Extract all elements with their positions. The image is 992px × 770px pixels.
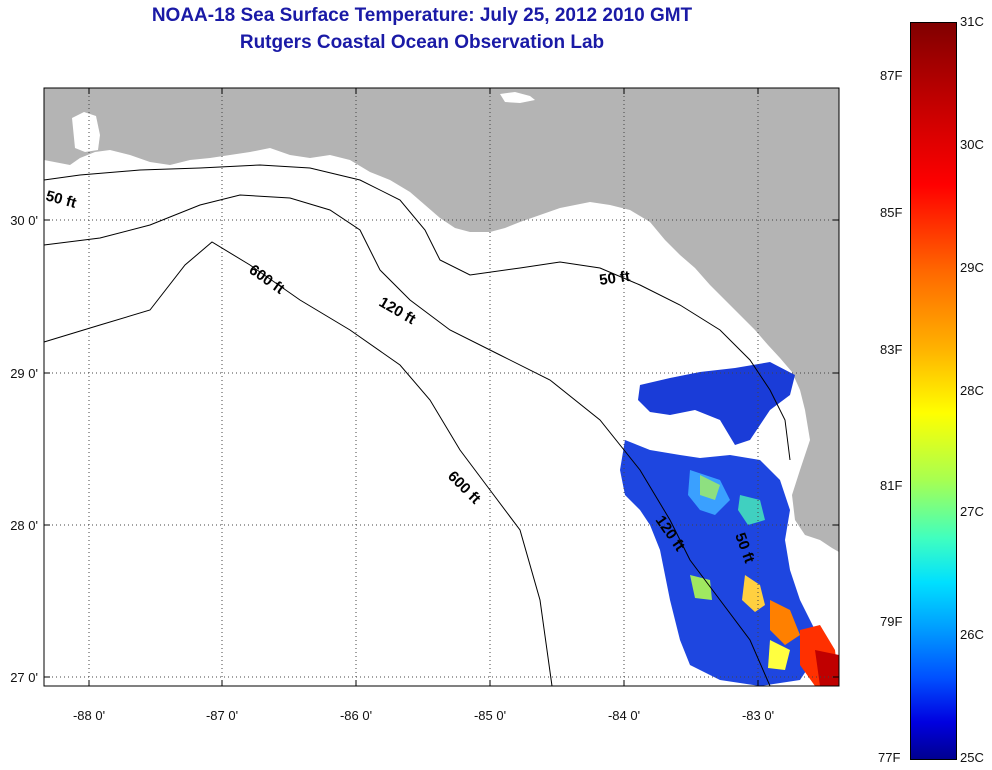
colorbar-fahrenheit-label: 85F	[880, 205, 903, 220]
land-bay	[72, 112, 100, 152]
lon-label: -87 0'	[206, 708, 238, 723]
water-area	[44, 148, 839, 686]
colorbar-celsius-label: 31C	[960, 14, 984, 29]
colorbar-celsius-label: 30C	[960, 137, 984, 152]
axis-ticks	[44, 88, 839, 686]
map-title: NOAA-18 Sea Surface Temperature: July 25…	[151, 5, 693, 26]
lat-label: 30 0'	[10, 213, 38, 228]
lon-label: -88 0'	[73, 708, 105, 723]
colorbar-celsius-label: 27C	[960, 504, 984, 519]
map-frame	[43, 87, 840, 687]
colorbar-fahrenheit-label: 83F	[880, 342, 903, 357]
colorbar-celsius-label: 29C	[960, 260, 984, 275]
lat-label: 27 0'	[10, 670, 38, 685]
depth-contours	[43, 164, 791, 687]
contour-label: 50 ft	[598, 268, 631, 289]
sst-data-patches	[620, 362, 839, 686]
map-subtitle: Rutgers Coastal Ocean Observation Lab	[239, 32, 605, 53]
lon-label: -83 0'	[742, 708, 774, 723]
lat-label: 28 0'	[10, 518, 38, 533]
lon-label: -84 0'	[608, 708, 640, 723]
colorbar-fahrenheit-label: 81F	[880, 478, 903, 493]
lat-label: 29 0'	[10, 366, 38, 381]
temperature-colorbar	[910, 22, 957, 760]
land-lake	[500, 92, 535, 103]
sst-map: 50 ft 50 ft 120 ft 600 ft 600 ft 120 ft …	[10, 87, 840, 723]
colorbar-celsius-label: 26C	[960, 627, 984, 642]
colorbar-fahrenheit-label: 79F	[880, 614, 903, 629]
lat-lon-grid	[44, 88, 839, 686]
lon-label: -86 0'	[340, 708, 372, 723]
colorbar-fahrenheit-label: 87F	[880, 68, 903, 83]
colorbar-celsius-label: 25C	[960, 750, 984, 765]
lon-label: -85 0'	[474, 708, 506, 723]
colorbar-celsius-label: 28C	[960, 383, 984, 398]
colorbar-fahrenheit-label: 77F	[878, 750, 901, 765]
